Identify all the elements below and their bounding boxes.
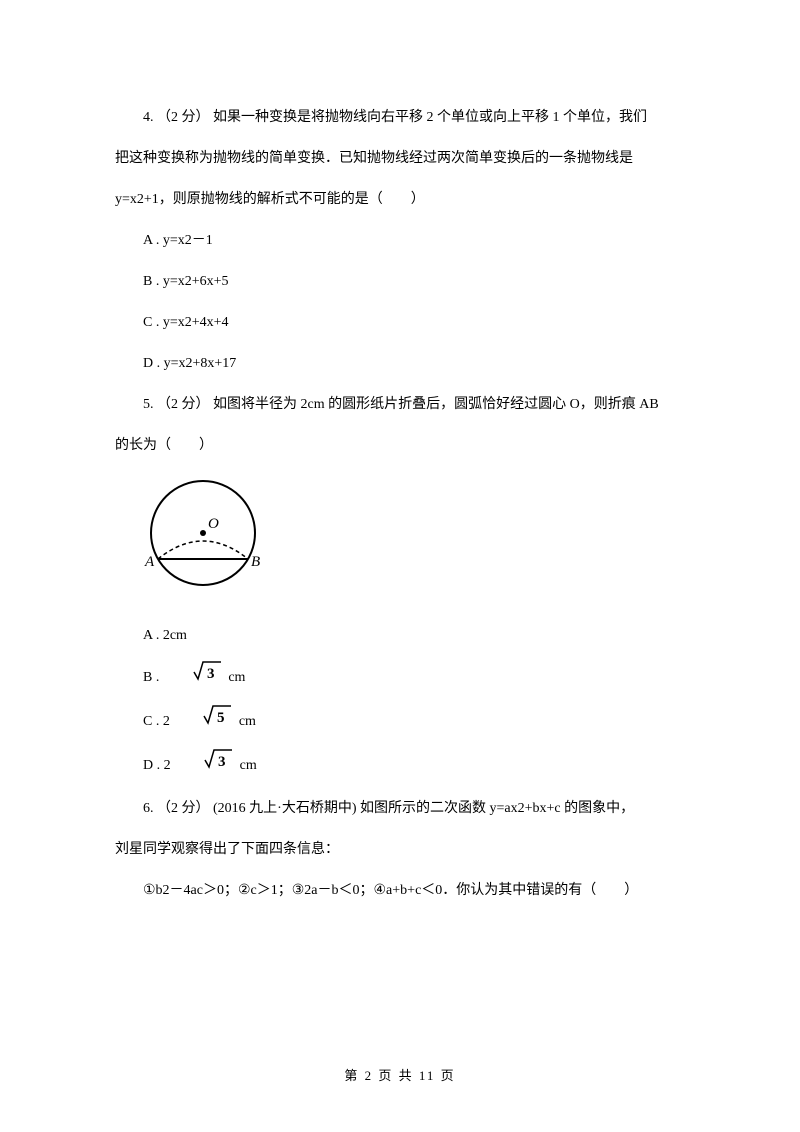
q5c-prefix: C . 2 xyxy=(143,714,173,729)
sqrt-3b-icon: 3 xyxy=(176,747,234,785)
sqrt-3-icon: 3 xyxy=(165,659,223,697)
q5d-suffix: cm xyxy=(236,758,257,773)
q4-line3: y=x2+1，则原抛物线的解析式不可能的是（ ） xyxy=(115,182,710,217)
fold-arc xyxy=(158,541,248,559)
q5d-prefix: D . 2 xyxy=(143,758,174,773)
q5b-prefix: B . xyxy=(143,670,163,685)
q5-circle-diagram: O A B xyxy=(143,473,710,612)
q5-option-a: A . 2cm xyxy=(115,618,710,653)
q5c-suffix: cm xyxy=(235,714,256,729)
q4-option-b: B . y=x2+6x+5 xyxy=(115,264,710,299)
svg-text:3: 3 xyxy=(218,754,226,770)
q6-line1: 6. （2 分） (2016 九上·大石桥期中) 如图所示的二次函数 y=ax2… xyxy=(115,791,710,826)
q4-option-c: C . y=x2+4x+4 xyxy=(115,305,710,340)
q6-line3: ①b2－4ac＞0；②c＞1；③2a－b＜0；④a+b+c＜0．你认为其中错误的… xyxy=(115,873,710,908)
q5-option-d: D . 2 3 cm xyxy=(115,747,710,785)
label-b: B xyxy=(251,554,260,570)
q4-option-a: A . y=x2－1 xyxy=(115,223,710,258)
q5b-suffix: cm xyxy=(225,670,246,685)
q5-line2: 的长为（ ） xyxy=(115,428,710,463)
q4-line2: 把这种变换称为抛物线的简单变换．已知抛物线经过两次简单变换后的一条抛物线是 xyxy=(115,141,710,176)
sqrt-5-icon: 5 xyxy=(175,703,233,741)
page-footer: 第 2 页 共 11 页 xyxy=(0,1060,800,1093)
q5-line1: 5. （2 分） 如图将半径为 2cm 的圆形纸片折叠后，圆弧恰好经过圆心 O，… xyxy=(115,387,710,422)
circle-fold-svg: O A B xyxy=(143,473,268,598)
q5-option-b: B . 3 cm xyxy=(115,659,710,697)
label-a: A xyxy=(144,554,155,570)
q5-option-c: C . 2 5 cm xyxy=(115,703,710,741)
page-content: 4. （2 分） 如果一种变换是将抛物线向右平移 2 个单位或向上平移 1 个单… xyxy=(0,0,800,908)
q6-line2: 刘星同学观察得出了下面四条信息： xyxy=(115,832,710,867)
svg-text:3: 3 xyxy=(207,666,215,682)
center-dot xyxy=(200,530,206,536)
q4-line1: 4. （2 分） 如果一种变换是将抛物线向右平移 2 个单位或向上平移 1 个单… xyxy=(115,100,710,135)
label-o: O xyxy=(208,516,219,532)
q4-option-d: D . y=x2+8x+17 xyxy=(115,346,710,381)
svg-text:5: 5 xyxy=(217,710,225,726)
